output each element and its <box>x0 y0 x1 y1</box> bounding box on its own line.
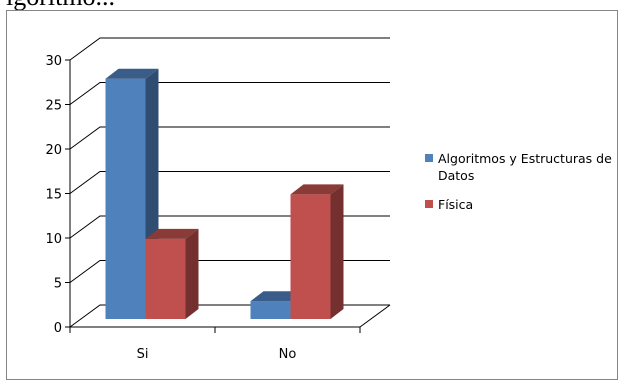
bar-no-series-2 <box>290 194 331 319</box>
chart-legend: Algoritmos y Estructuras de Datos Física <box>425 150 615 225</box>
legend-item-series-2: Física <box>425 196 615 213</box>
y-tick-label: 25 <box>45 99 62 114</box>
y-tick-label: 0 <box>54 321 62 336</box>
x-category-label-no: No <box>279 347 297 362</box>
y-tick-label: 5 <box>54 277 62 292</box>
bar-si-series-2 <box>145 238 186 319</box>
bar-no-series-1 <box>250 301 291 319</box>
bar-side-no-series-2 <box>330 184 344 319</box>
legend-item-series-1: Algoritmos y Estructuras de Datos <box>425 150 615 184</box>
gridline <box>69 37 390 61</box>
y-tick-label: 15 <box>45 188 62 203</box>
x-category-label-si: Si <box>137 347 149 362</box>
legend-swatch-series-1 <box>425 154 433 162</box>
bar-top-no-series-1 <box>250 291 304 302</box>
gridline <box>69 126 390 150</box>
bar-top-si-series-2 <box>145 228 199 239</box>
gridline <box>69 171 390 194</box>
gridline <box>69 82 390 105</box>
cropped-heading-text: igoritmo... <box>6 0 115 12</box>
legend-label-series-1: Algoritmos y Estructuras de Datos <box>438 151 612 183</box>
floor-right-edge <box>359 304 391 328</box>
bar-top-no-series-2 <box>290 184 344 195</box>
bar-side-si-series-2 <box>185 228 199 319</box>
legend-swatch-series-2 <box>425 200 433 208</box>
y-tick-label: 30 <box>45 54 62 69</box>
legend-label-series-2: Física <box>438 197 474 212</box>
bar-top-si-series-1 <box>105 68 159 79</box>
y-tick-label: 20 <box>45 143 62 158</box>
y-tick-label: 10 <box>45 232 62 247</box>
bar-si-series-1 <box>105 78 146 319</box>
